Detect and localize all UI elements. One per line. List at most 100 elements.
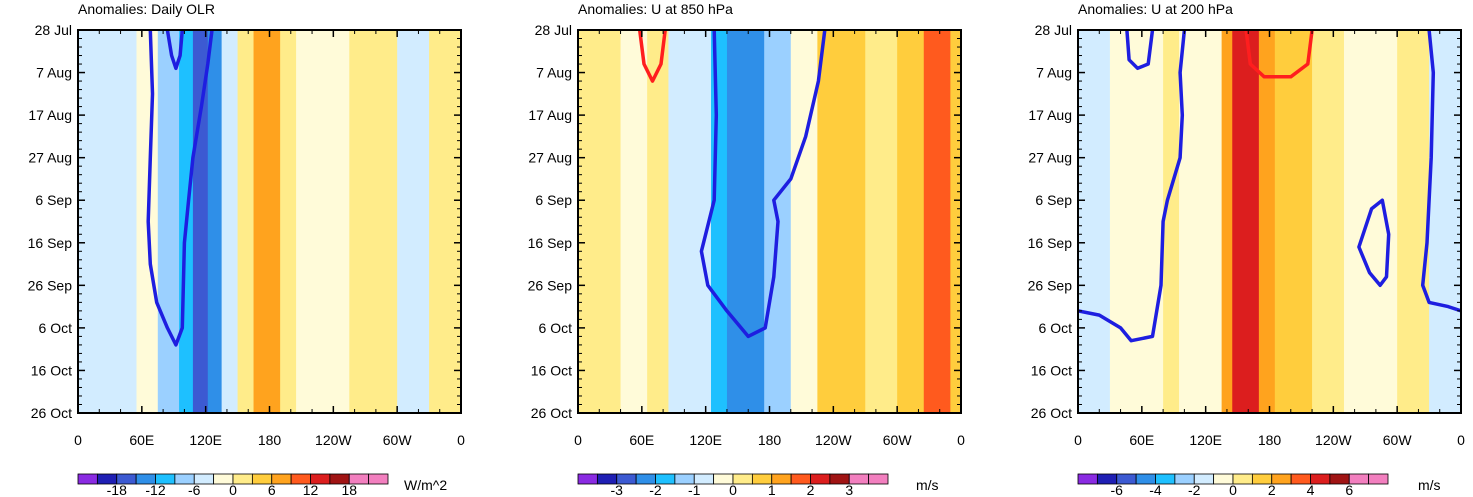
colorbar-label: 6 (268, 482, 276, 497)
panel-title: Anomalies: U at 200 hPa (1078, 1, 1233, 17)
colorbar-label: 0 (1229, 482, 1237, 497)
colorbar-label: 3 (845, 482, 853, 497)
heatmap-area (578, 30, 961, 413)
colorbar-label: 18 (341, 482, 357, 497)
y-tick-label: 16 Oct (531, 362, 572, 378)
colorbar-swatch (1077, 473, 1098, 485)
heatmap-band (865, 30, 898, 413)
heatmap-band (221, 30, 239, 413)
colorbar-label: -18 (107, 482, 127, 497)
heatmap-band (429, 30, 461, 413)
x-tick-label: 120W (815, 432, 852, 448)
colorbar-label: -12 (145, 482, 165, 497)
y-tick-label: 6 Oct (539, 320, 573, 336)
x-tick-label: 0 (74, 432, 82, 448)
heatmap-band (1258, 30, 1276, 413)
colorbar-units: m/s (1418, 477, 1441, 493)
heatmap-area (1078, 30, 1461, 413)
heatmap-band (1163, 30, 1180, 413)
y-tick-label: 7 Aug (1036, 65, 1072, 81)
x-tick-label: 0 (1074, 432, 1082, 448)
x-tick-label: 120E (189, 432, 222, 448)
panel-u200: Anomalies: U at 200 hPa 28 Jul 7 Aug 17 Au… (1028, 1, 1465, 497)
contour-positive (1244, 30, 1314, 79)
heatmap-band (897, 30, 925, 413)
heatmap-area (78, 30, 461, 413)
heatmap-band (647, 30, 669, 413)
y-tick-label: 26 Sep (528, 277, 573, 293)
x-tick-label: 0 (1457, 432, 1465, 448)
heatmap-band (1109, 30, 1164, 413)
x-tick-label: 120W (1315, 432, 1352, 448)
contour-negative (1420, 30, 1461, 313)
contour-negative (1357, 198, 1391, 288)
heatmap-band (349, 30, 398, 413)
contour-negative (165, 30, 185, 71)
x-tick-label: 0 (457, 432, 465, 448)
x-tick-label: 120E (689, 432, 722, 448)
heatmap-band (620, 30, 648, 413)
colorbar-label: 0 (729, 482, 737, 497)
y-tick-label: 27 Aug (528, 150, 572, 166)
heatmap-band (78, 30, 138, 413)
heatmap-band (253, 30, 281, 413)
y-tick-label: 27 Aug (1028, 150, 1072, 166)
heatmap-band (668, 30, 712, 413)
heatmap-band (157, 30, 180, 413)
colorbar-label: 12 (303, 482, 319, 497)
heatmap-band (710, 30, 728, 413)
y-tick-label: 7 Aug (36, 65, 72, 81)
colorbar-label: 6 (1345, 482, 1353, 497)
contour-negative (146, 30, 214, 347)
y-tick-label: 6 Oct (39, 320, 73, 336)
y-tick-label: 26 Oct (1031, 405, 1072, 421)
y-tick-label: 7 Aug (536, 65, 572, 81)
x-tick-label: 120W (315, 432, 352, 448)
heatmap-band (578, 30, 622, 413)
y-tick-label: 28 Jul (535, 22, 572, 38)
x-tick-label: 120E (1189, 432, 1222, 448)
x-tick-label: 60W (883, 432, 913, 448)
heatmap-band (950, 30, 961, 413)
panel-title: Anomalies: U at 850 hPa (578, 1, 733, 17)
heatmap-band (1221, 30, 1233, 413)
colorbar-label: 2 (1268, 482, 1276, 497)
contour-negative (1125, 30, 1155, 71)
panel-u850: Anomalies: U at 850 hPa 28 Jul 7 Aug 17 Au… (528, 1, 965, 497)
heatmap-band (237, 30, 255, 413)
y-tick-label: 26 Sep (1028, 277, 1073, 293)
colorbar-label: -2 (1188, 482, 1201, 497)
colorbar-swatch (577, 473, 598, 485)
colorbar-label: -6 (1111, 482, 1124, 497)
x-tick-label: 60W (1383, 432, 1413, 448)
x-tick-label: 180 (1258, 432, 1282, 448)
heatmap-band (207, 30, 223, 413)
x-tick-label: 60W (383, 432, 413, 448)
y-tick-label: 26 Sep (28, 277, 73, 293)
colorbar-swatch (77, 473, 98, 485)
colorbar-swatch (1368, 473, 1389, 485)
y-tick-label: 16 Sep (528, 235, 573, 251)
colorbar-swatch (368, 473, 389, 485)
y-tick-label: 28 Jul (35, 22, 72, 38)
colorbar-label: -1 (688, 482, 701, 497)
heatmap-band (1274, 30, 1313, 413)
heatmap-band (296, 30, 350, 413)
colorbar-units: W/m^2 (404, 477, 447, 493)
x-tick-label: 60E (1129, 432, 1154, 448)
colorbar-swatch (868, 473, 889, 485)
panel-title: Anomalies: Daily OLR (78, 1, 215, 17)
y-tick-label: 16 Oct (1031, 362, 1072, 378)
y-tick-label: 16 Sep (1028, 235, 1073, 251)
y-tick-label: 17 Aug (528, 107, 572, 123)
y-tick-label: 6 Sep (35, 192, 72, 208)
x-tick-label: 0 (957, 432, 965, 448)
heatmap-band (726, 30, 765, 413)
heatmap-band (817, 30, 866, 413)
colorbar-label: 0 (229, 482, 237, 497)
x-tick-label: 180 (758, 432, 782, 448)
colorbar-label: -2 (649, 482, 662, 497)
y-tick-label: 6 Sep (1035, 192, 1072, 208)
y-tick-label: 16 Oct (31, 362, 72, 378)
y-tick-label: 17 Aug (28, 107, 72, 123)
